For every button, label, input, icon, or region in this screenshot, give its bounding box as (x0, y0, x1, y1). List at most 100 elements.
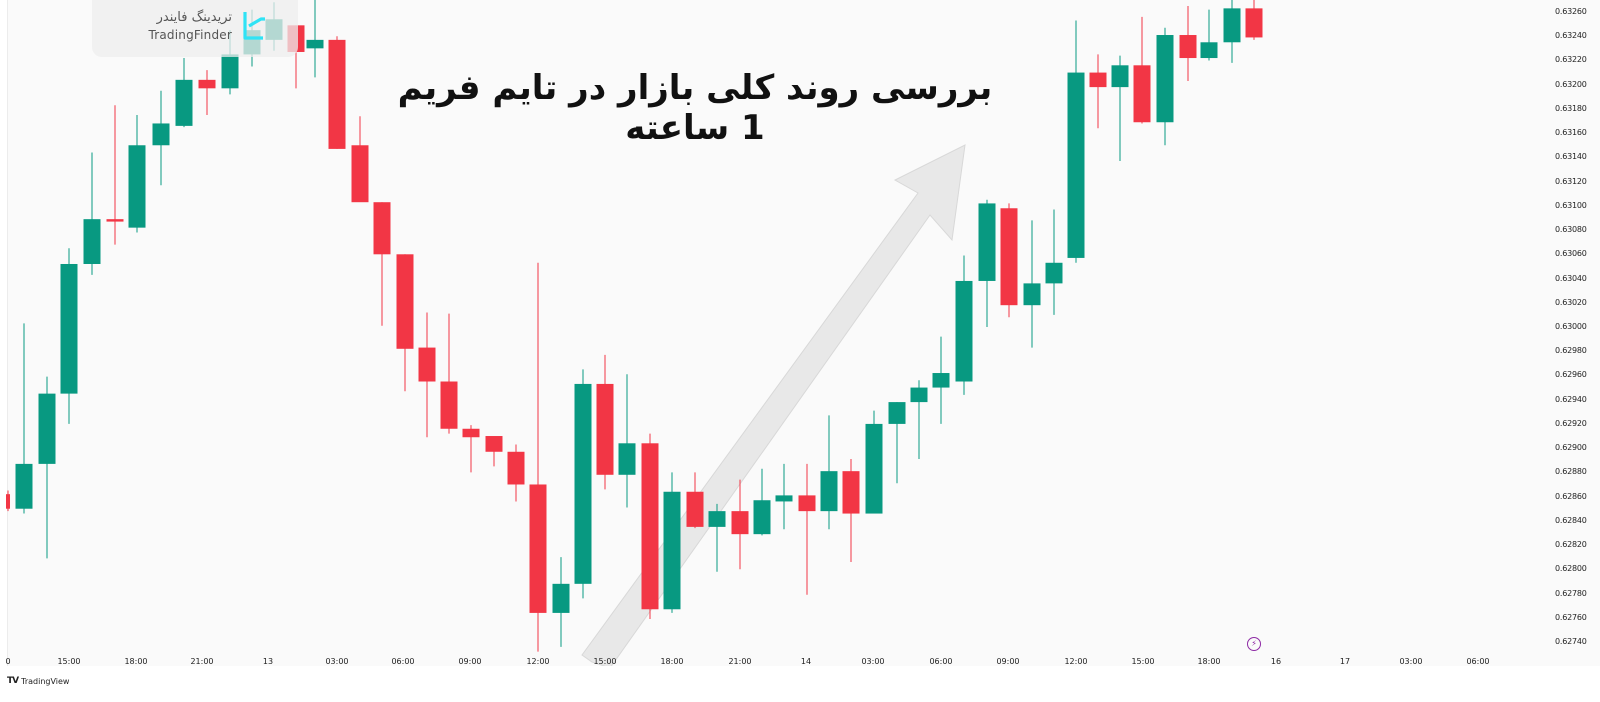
candle-up[interactable] (1111, 55, 1129, 162)
candle-up[interactable] (753, 468, 771, 536)
price-tick-label: 0.63000 (1555, 321, 1587, 331)
candle-down[interactable] (396, 254, 414, 392)
candle-up[interactable] (1045, 209, 1063, 315)
candle-up[interactable] (1023, 220, 1041, 348)
price-tick-label: 0.63180 (1555, 103, 1587, 113)
price-tick-label: 0.62760 (1555, 612, 1587, 622)
time-tick-label: 15:00 (593, 657, 617, 666)
candle-down[interactable] (842, 459, 860, 563)
price-tick-label: 0.63240 (1555, 31, 1587, 41)
candle-down[interactable] (731, 479, 749, 570)
candle-up[interactable] (552, 557, 570, 647)
candle-down[interactable] (1245, 0, 1263, 40)
candle-up[interactable] (1200, 9, 1218, 61)
candle-up[interactable] (1067, 20, 1085, 263)
tradingfinder-logo-icon (243, 12, 265, 40)
watermark-logo-box (92, 0, 298, 57)
candle-down[interactable] (1089, 54, 1107, 129)
candle-down[interactable] (641, 433, 659, 619)
candle-down[interactable] (1179, 5, 1197, 82)
logo-name-en: TradingFinder (148, 28, 232, 42)
price-tick-label: 0.63100 (1555, 200, 1587, 210)
time-tick-label: 13 (262, 657, 274, 666)
candle-up[interactable] (955, 255, 973, 395)
candle-down[interactable] (351, 116, 369, 203)
candle-up[interactable] (888, 402, 906, 484)
candle-up[interactable] (978, 199, 996, 327)
candle-up[interactable] (820, 415, 838, 530)
time-tick-label: 21:00 (190, 657, 214, 666)
chart-plot-area[interactable] (7, 0, 1561, 666)
price-tick-label: 0.63220 (1555, 55, 1587, 65)
candle-down[interactable] (596, 354, 614, 490)
price-tick-label: 0.62840 (1555, 515, 1587, 525)
price-tick-label: 0.62800 (1555, 564, 1587, 574)
price-tick-label: 0.63020 (1555, 297, 1587, 307)
candle-down[interactable] (1133, 16, 1151, 124)
time-tick-label: 15:00 (57, 657, 81, 666)
candle-down[interactable] (462, 425, 480, 473)
candle-up[interactable] (38, 376, 56, 559)
candle-down[interactable] (686, 472, 704, 529)
price-tick-label: 0.62880 (1555, 467, 1587, 477)
time-tick-label: 18:00 (124, 657, 148, 666)
price-tick-label: 0.62900 (1555, 443, 1587, 453)
price-tick-label: 0.63260 (1555, 7, 1587, 16)
candle-up[interactable] (83, 152, 101, 275)
candle-down[interactable] (440, 313, 458, 434)
candle-up[interactable] (175, 58, 193, 128)
candle-down[interactable] (418, 312, 436, 438)
candle-down[interactable] (798, 463, 816, 595)
price-tick-label: 0.63080 (1555, 225, 1587, 235)
price-tick-label: 0.62920 (1555, 418, 1587, 428)
logo-name-fa: تریدینگ فایندر (156, 10, 232, 25)
candle-down[interactable] (1000, 203, 1018, 318)
tradingview-logo-icon: TV (7, 676, 19, 686)
candle-up[interactable] (775, 463, 793, 530)
candle-down[interactable] (373, 202, 391, 326)
price-tick-label: 0.63160 (1555, 128, 1587, 138)
time-tick-label: 18:00 (660, 657, 684, 666)
time-tick-label: 03:00 (861, 657, 885, 666)
candle-up[interactable] (910, 380, 928, 460)
candle-up[interactable] (618, 374, 636, 508)
time-axis[interactable]: 0 15:00 18:00 21:00 13 03:00 06:00 09:00 12:00 15… (0, 650, 1600, 666)
price-axis[interactable]: 0.63260 0.63240 0.63220 0.63200 0.63180 0.631… (1555, 0, 1600, 666)
candlestick-series[interactable] (0, 0, 1560, 666)
candle-down[interactable] (6, 490, 10, 512)
candle-up[interactable] (15, 323, 33, 514)
price-tick-label: 0.62780 (1555, 588, 1587, 598)
time-tick-label: 12:00 (526, 657, 550, 666)
candle-up[interactable] (306, 0, 324, 78)
price-tick-label: 0.63140 (1555, 152, 1587, 162)
candle-down[interactable] (328, 36, 346, 149)
candle-down[interactable] (507, 444, 525, 502)
candle-up[interactable] (574, 369, 592, 599)
time-tick-label: 06:00 (1466, 657, 1490, 666)
time-tick-label: 09:00 (996, 657, 1020, 666)
candle-up[interactable] (932, 336, 950, 424)
price-tick-label: 0.62820 (1555, 540, 1587, 550)
chart-title: بررسی روند کلی بازار در تایم فریم 1 ساعت… (397, 68, 993, 148)
candle-up[interactable] (865, 410, 883, 514)
candle-down[interactable] (529, 262, 547, 652)
tradingview-brand[interactable]: TV TradingView (7, 676, 69, 686)
price-tick-label: 0.62940 (1555, 394, 1587, 404)
trend-arrow-icon (581, 144, 966, 666)
price-tick-label: 0.62980 (1555, 346, 1587, 356)
candle-up[interactable] (1223, 0, 1241, 63)
candle-up[interactable] (128, 114, 146, 233)
candle-up[interactable] (1156, 27, 1174, 146)
candle-down[interactable] (106, 105, 124, 245)
price-tick-label: 0.63040 (1555, 273, 1587, 283)
price-tick-label: 0.62860 (1555, 491, 1587, 501)
lightning-bolt-icon[interactable]: ⚡ (1247, 637, 1261, 651)
candle-up[interactable] (663, 472, 681, 613)
candle-down[interactable] (485, 436, 503, 467)
price-tick-label: 0.63060 (1555, 249, 1587, 259)
candle-up[interactable] (60, 248, 78, 424)
candle-down[interactable] (198, 70, 216, 115)
time-tick-label: 12:00 (1064, 657, 1088, 666)
candle-up[interactable] (152, 90, 170, 186)
candle-up[interactable] (708, 503, 726, 572)
